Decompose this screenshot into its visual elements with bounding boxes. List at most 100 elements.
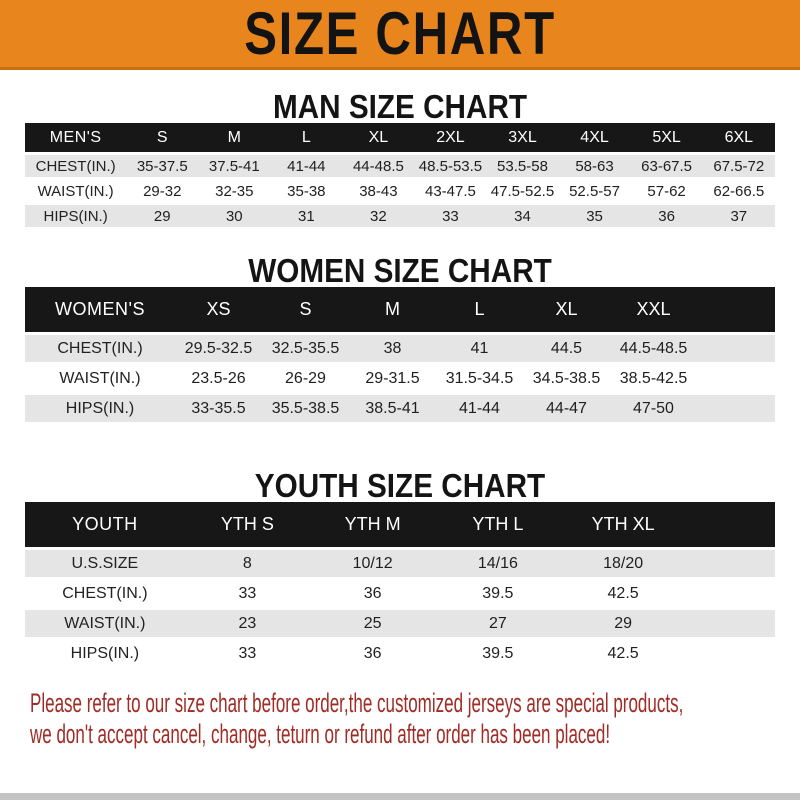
cell: 32-35 bbox=[198, 178, 271, 205]
cell: 31 bbox=[270, 203, 343, 230]
cell: 57-62 bbox=[630, 178, 703, 205]
cell: 14/16 bbox=[435, 547, 561, 580]
cell: 23 bbox=[184, 608, 310, 640]
women-section-title: WOMEN SIZE CHART bbox=[248, 252, 552, 289]
youth-section-title: YOUTH SIZE CHART bbox=[254, 467, 546, 504]
cell: 37.5-41 bbox=[198, 152, 271, 180]
cell: 47-50 bbox=[610, 393, 697, 425]
cell: 63-67.5 bbox=[630, 152, 703, 180]
youth-chest-row: CHEST(IN.) 33 36 39.5 42.5 bbox=[25, 578, 775, 610]
cell: 53.5-58 bbox=[486, 152, 559, 180]
men-col-header: S bbox=[126, 123, 199, 154]
row-label: HIPS(IN.) bbox=[25, 638, 185, 670]
youth-col-header: YTH XL bbox=[560, 502, 686, 549]
cell: 8 bbox=[184, 547, 310, 580]
cell: 67.5-72 bbox=[702, 152, 775, 180]
men-col-header: 4XL bbox=[558, 123, 631, 154]
cell: 33-35.5 bbox=[175, 393, 262, 425]
cell: 41-44 bbox=[270, 152, 343, 180]
spacer-cell bbox=[685, 578, 775, 610]
row-label: HIPS(IN.) bbox=[25, 203, 127, 230]
page-title: SIZE CHART bbox=[244, 0, 556, 67]
men-table-header-row: MEN'S S M L XL 2XL 3XL 4XL 5XL 6XL bbox=[25, 123, 775, 154]
cell: 31.5-34.5 bbox=[436, 363, 523, 395]
women-chest-row: CHEST(IN.) 29.5-32.5 32.5-35.5 38 41 44.… bbox=[25, 332, 775, 365]
cell: 44.5 bbox=[523, 332, 610, 365]
women-col-header: XL bbox=[523, 287, 610, 334]
men-col-header: 6XL bbox=[702, 123, 775, 154]
women-col-header: XS bbox=[175, 287, 262, 334]
cell: 29-31.5 bbox=[349, 363, 436, 395]
spacer-cell bbox=[685, 638, 775, 670]
cell: 29 bbox=[560, 608, 686, 640]
cell: 32 bbox=[342, 203, 415, 230]
cell: 48.5-53.5 bbox=[414, 152, 487, 180]
cell: 27 bbox=[435, 608, 561, 640]
cell: 39.5 bbox=[435, 578, 561, 610]
cell: 35.5-38.5 bbox=[262, 393, 349, 425]
cell: 33 bbox=[414, 203, 487, 230]
youth-col-header: YTH S bbox=[184, 502, 310, 549]
youth-col-header: YTH L bbox=[435, 502, 561, 549]
cell: 18/20 bbox=[560, 547, 686, 580]
men-hips-row: HIPS(IN.) 29 30 31 32 33 34 35 36 37 bbox=[25, 203, 775, 230]
men-col-header: 3XL bbox=[486, 123, 559, 154]
cell: 34 bbox=[486, 203, 559, 230]
men-waist-row: WAIST(IN.) 29-32 32-35 35-38 38-43 43-47… bbox=[25, 178, 775, 205]
cell: 41-44 bbox=[436, 393, 523, 425]
cell: 35-37.5 bbox=[126, 152, 199, 180]
youth-waist-row: WAIST(IN.) 23 25 27 29 bbox=[25, 608, 775, 640]
cell: 43-47.5 bbox=[414, 178, 487, 205]
women-size-table: WOMEN'S XS S M L XL XXL CHEST(IN.) 29.5-… bbox=[25, 287, 775, 425]
men-col-header: L bbox=[270, 123, 343, 154]
cell: 44.5-48.5 bbox=[610, 332, 697, 365]
footer-note: Please refer to our size chart before or… bbox=[0, 688, 800, 750]
spacer-cell bbox=[685, 547, 775, 580]
cell: 33 bbox=[184, 578, 310, 610]
men-col-header: M bbox=[198, 123, 271, 154]
youth-ussize-row: U.S.SIZE 8 10/12 14/16 18/20 bbox=[25, 547, 775, 580]
row-label: U.S.SIZE bbox=[25, 547, 185, 580]
men-col-header: 2XL bbox=[414, 123, 487, 154]
cell: 38.5-41 bbox=[349, 393, 436, 425]
row-label: WAIST(IN.) bbox=[25, 608, 185, 640]
spacer-cell bbox=[697, 287, 775, 334]
cell: 35 bbox=[558, 203, 631, 230]
youth-hips-row: HIPS(IN.) 33 36 39.5 42.5 bbox=[25, 638, 775, 670]
footer-note-line2: we don't accept cancel, change, teturn o… bbox=[30, 719, 611, 749]
cell: 52.5-57 bbox=[558, 178, 631, 205]
cell: 10/12 bbox=[309, 547, 436, 580]
youth-size-table: YOUTH YTH S YTH M YTH L YTH XL U.S.SIZE … bbox=[25, 502, 775, 670]
spacer-cell bbox=[697, 332, 775, 365]
spacer-cell bbox=[697, 363, 775, 395]
row-label: WAIST(IN.) bbox=[25, 363, 175, 395]
row-label: WAIST(IN.) bbox=[25, 178, 127, 205]
row-label: CHEST(IN.) bbox=[25, 578, 185, 610]
cell: 23.5-26 bbox=[175, 363, 262, 395]
cell: 26-29 bbox=[262, 363, 349, 395]
cell: 36 bbox=[309, 638, 436, 670]
cell: 25 bbox=[309, 608, 436, 640]
cell: 36 bbox=[309, 578, 436, 610]
row-label: CHEST(IN.) bbox=[25, 152, 127, 180]
spacer-cell bbox=[685, 608, 775, 640]
cell: 38-43 bbox=[342, 178, 415, 205]
women-waist-row: WAIST(IN.) 23.5-26 26-29 29-31.5 31.5-34… bbox=[25, 363, 775, 395]
youth-table-title-cell: YOUTH bbox=[25, 502, 185, 549]
spacer-cell bbox=[697, 393, 775, 425]
cell: 38 bbox=[349, 332, 436, 365]
cell: 33 bbox=[184, 638, 310, 670]
men-table-title-cell: MEN'S bbox=[25, 123, 127, 154]
women-col-header: L bbox=[436, 287, 523, 334]
spacer-cell bbox=[685, 502, 775, 549]
banner: SIZE CHART bbox=[0, 0, 800, 70]
men-col-header: 5XL bbox=[630, 123, 703, 154]
women-col-header: M bbox=[349, 287, 436, 334]
cell: 42.5 bbox=[560, 638, 686, 670]
row-label: HIPS(IN.) bbox=[25, 393, 175, 425]
women-table-header-row: WOMEN'S XS S M L XL XXL bbox=[25, 287, 775, 334]
women-table-title-cell: WOMEN'S bbox=[25, 287, 175, 334]
cell: 34.5-38.5 bbox=[523, 363, 610, 395]
youth-col-header: YTH M bbox=[309, 502, 436, 549]
